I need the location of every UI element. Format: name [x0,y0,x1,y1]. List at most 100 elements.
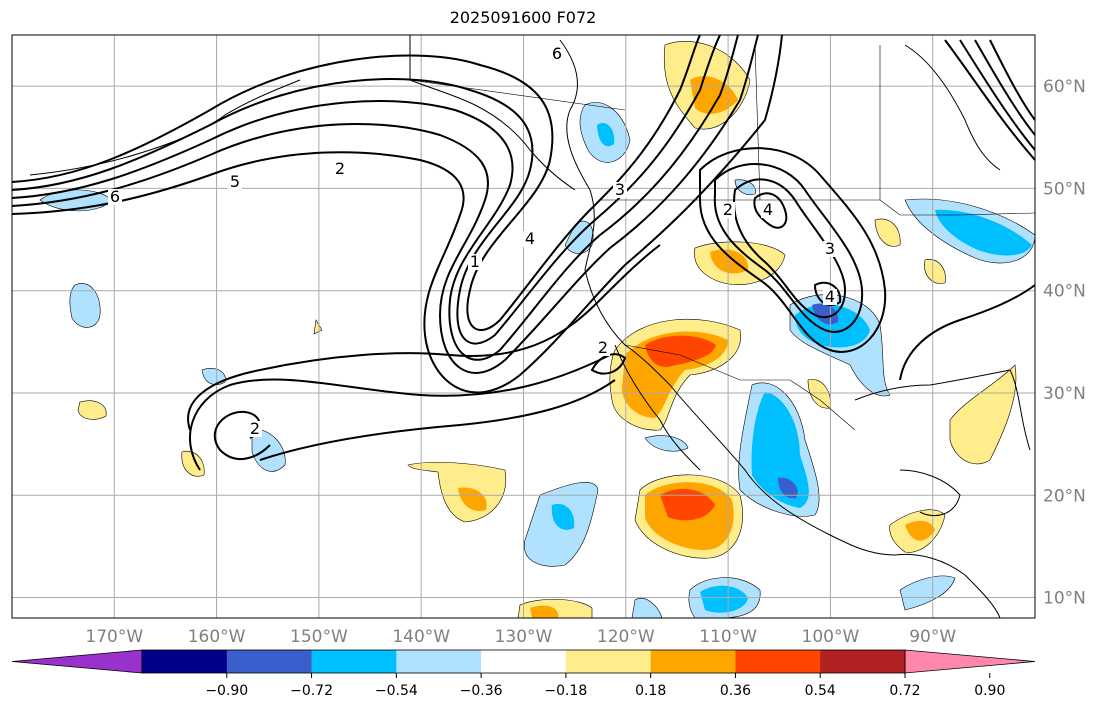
colorbar-segment [226,650,313,673]
contour-line [259,379,616,461]
anomaly-negative [201,368,226,385]
anomaly-positive [645,335,716,368]
contour-label-bg [333,161,347,177]
colorbar-segment [650,650,736,673]
contour-label: 2 [723,200,733,219]
latitude-tick-label: 40°N [1043,282,1086,302]
contour-label-bg [248,421,262,437]
longitude-labels: 170°W 160°W 150°W 140°W 130°W 120°W 110°W 100°W… [85,627,956,647]
colorbar-tick-label: 0.18 [635,683,666,699]
contour-line [187,244,661,431]
colorbar-extend-low [11,649,143,674]
contour-label: 6 [552,44,562,63]
contour-label-bg [823,289,837,305]
anomaly-positive [407,461,507,523]
latitude-tick-label: 50°N [1043,179,1086,199]
anomaly-negative [597,122,615,147]
longitude-tick-label: 150°W [290,627,348,647]
contour-label-bg [721,202,735,218]
anomaly-positive [924,259,946,284]
latitude-labels: 10°N 20°N 30°N 40°N 50°N 60°N [1043,77,1086,608]
anomaly-negative [551,503,575,530]
contour-label-bg [523,231,537,247]
colorbar-tick-label: −0.36 [460,683,503,699]
anomaly-positive [807,379,831,409]
contour-label-bg [823,241,837,257]
colorbar: −0.90 −0.72 −0.54 −0.36 −0.18 0.18 0.36 0.54 0.7… [11,649,1036,699]
longitude-tick-label: 130°W [495,627,553,647]
contour-line [899,284,1036,381]
map-frame [11,34,1036,619]
longitude-tick-label: 90°W [909,627,956,647]
chart-title: 2025091600 F072 [449,8,597,27]
contour-line [974,39,1036,136]
contour-label: 2 [250,419,260,438]
contour-line [11,34,739,361]
latitude-tick-label: 30°N [1043,384,1086,404]
contour-line [713,163,864,333]
contour-label: 3 [825,239,835,258]
coastline-north-america [559,39,1001,619]
contour-line [753,192,788,229]
anomaly-positive [874,218,901,247]
border-us-mexico [624,344,856,431]
contour-line [989,39,1036,121]
coastline-yucatan [899,469,961,517]
coastline-gulf [854,369,1031,451]
longitude-tick-label: 170°W [85,627,143,647]
colorbar-tick-label: −0.72 [290,683,333,699]
contour-label: 3 [615,180,625,199]
contour-label-bg [228,174,242,190]
contour-label-bg [761,202,775,218]
longitude-tick-label: 120°W [597,627,655,647]
contour-label-bg [468,254,482,270]
contour-label: 1 [470,252,480,271]
anomaly-positive [530,605,559,618]
anomaly-positive [77,400,107,420]
longitude-tick-label: 110°W [699,627,757,647]
anomaly-negative [644,435,689,452]
height-contours [11,34,1036,471]
contour-label: 2 [335,159,345,178]
colorbar-segment [820,650,906,673]
border-alaska-canada [409,35,626,111]
anomaly-positive [313,319,323,335]
longitude-tick-label: 140°W [392,627,450,647]
colorbar-segment [481,650,567,673]
anomaly-negative [778,477,798,499]
contour-line [11,34,783,394]
contour-line [699,147,887,353]
contour-label: 4 [525,229,535,248]
contour-line [733,178,847,319]
contour-label: 4 [763,200,773,219]
colorbar-segment [735,650,821,673]
contour-label: 4 [825,287,835,306]
border-canada-us [600,199,1036,216]
colorbar-tick-label: −0.90 [205,683,248,699]
border-canada-provinces [754,44,881,201]
colorbar-tick-label: 0.36 [720,683,751,699]
anomaly-negative [935,209,1032,256]
anomaly-positive [660,488,715,521]
coastline-hudson [904,44,1001,171]
colorbar-segment [396,650,482,673]
colorbar-tick-label: 0.90 [974,683,1005,699]
coastline-alaska [409,35,576,191]
anomaly-negative [899,575,956,611]
anomaly-negative [631,598,663,619]
colorbar-tick-label: −0.18 [544,683,587,699]
colorbar-segment [142,650,228,673]
map-gridlines [12,35,1035,618]
latitude-tick-label: 60°N [1043,77,1086,97]
anomaly-positive [905,520,935,541]
contour-line [11,34,701,331]
anomaly-positive [458,487,487,511]
anomaly-fills [39,41,1036,619]
colorbar-frame [141,649,906,674]
contour-line [189,354,611,471]
coastline-baja [614,344,701,471]
coastlines [29,35,1031,619]
contour-line [813,281,842,307]
anomaly-negative [700,585,748,613]
